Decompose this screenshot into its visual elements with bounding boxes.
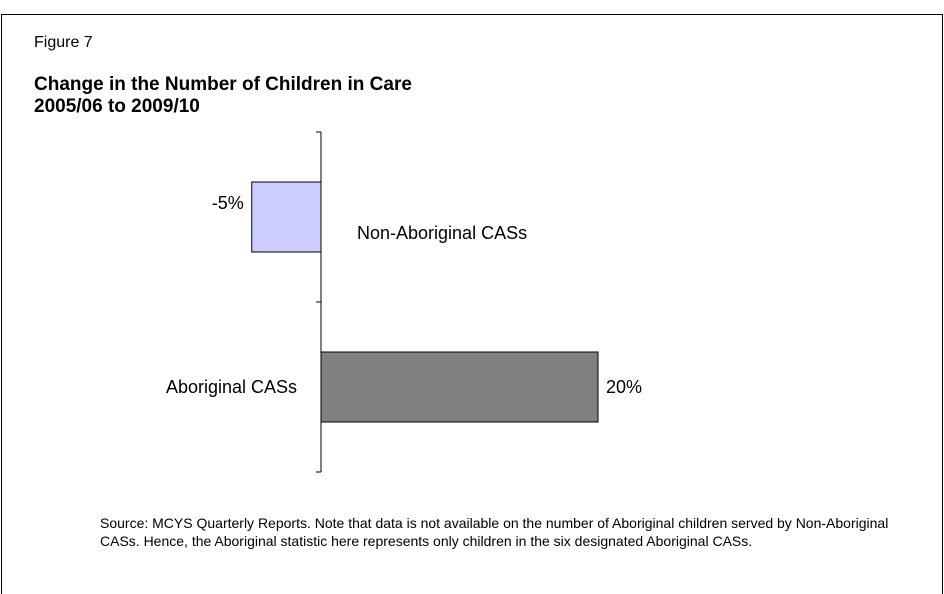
- bar-non-aboriginal: [251, 181, 322, 253]
- bar-aboriginal: [320, 351, 599, 423]
- data-label-non-aboriginal: -5%: [212, 193, 244, 213]
- chart-title: Change in the Number of Children in Care…: [34, 74, 412, 118]
- chart-title-line-2: 2005/06 to 2009/10: [34, 96, 200, 117]
- figure-label: Figure 7: [34, 34, 93, 51]
- category-label-non-aboriginal: Non-Aboriginal CASs: [357, 223, 527, 243]
- data-label-aboriginal: 20%: [606, 377, 642, 397]
- figure-frame: [1, 14, 943, 594]
- category-label-aboriginal: Aboriginal CASs: [166, 377, 297, 397]
- source-note: Source: MCYS Quarterly Reports. Note tha…: [100, 515, 889, 549]
- chart-title-line-1: Change in the Number of Children in Care: [34, 74, 412, 95]
